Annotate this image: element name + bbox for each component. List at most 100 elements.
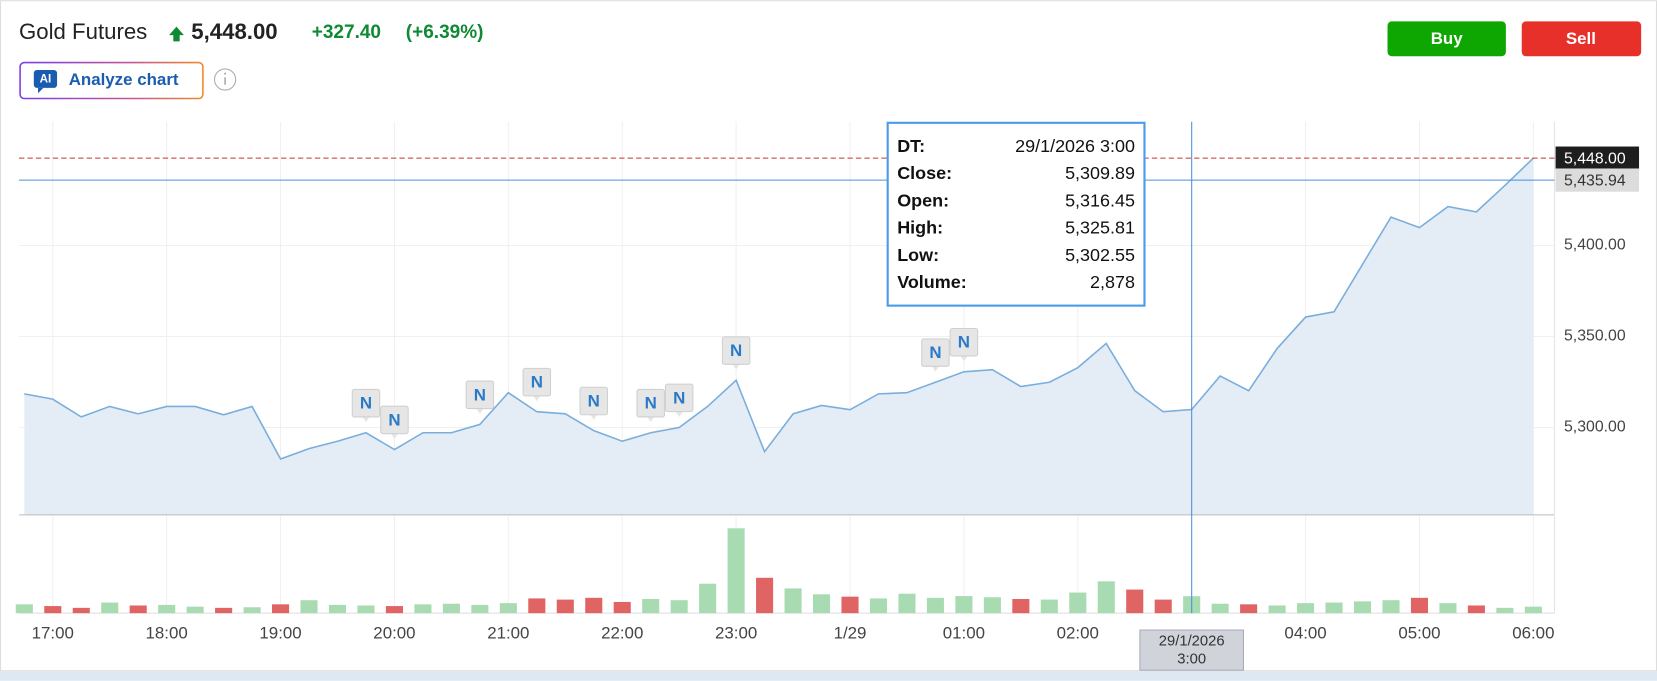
news-marker	[351, 388, 381, 418]
volume-bar	[1353, 601, 1372, 614]
volume-bar	[812, 594, 831, 614]
ai-icon-label: AI	[40, 73, 52, 86]
news-marker-label: N	[588, 392, 600, 411]
volume-bar	[1467, 605, 1485, 614]
x-tick-label: 17:00	[32, 624, 74, 643]
volume-bar	[841, 596, 859, 614]
y-tick-label: 5,300.00	[1564, 419, 1626, 436]
volume-bar	[328, 604, 347, 614]
volume-bar	[642, 599, 660, 614]
volume-bar	[869, 598, 888, 614]
volume-bar	[471, 604, 489, 614]
volume-bar	[1069, 592, 1087, 614]
buy-button[interactable]	[1387, 21, 1506, 57]
analyze-button[interactable]	[19, 61, 204, 100]
ai-icon	[33, 69, 58, 88]
x-tick-label: 02:00	[1057, 624, 1099, 643]
news-marker-label: N	[388, 410, 400, 429]
volume-bar	[186, 606, 204, 614]
news-marker	[465, 380, 495, 410]
y-tick-label: 5,400.00	[1564, 237, 1626, 254]
volume-bar	[1126, 589, 1144, 614]
news-marker	[522, 367, 552, 397]
volume-bar	[756, 577, 774, 614]
crosshair-time-label: 3:00	[1177, 652, 1206, 668]
news-marker	[579, 386, 609, 416]
price-change: +327.40	[312, 22, 381, 43]
volume-bar	[215, 607, 233, 614]
price-line	[24, 157, 1534, 460]
volume-bar	[585, 597, 603, 614]
news-marker	[921, 338, 950, 367]
crosshair-price-label: 5,435.94	[1564, 172, 1626, 189]
plot: 5,300.00 5,350.00 5,400.00 17:00 18:00 19:00 2…	[15, 121, 1640, 671]
news-marker	[380, 405, 409, 435]
x-tick-label: 20:00	[373, 624, 415, 643]
volume-bar	[1439, 603, 1457, 614]
bottom-strip	[0, 671, 1657, 681]
volume-bar	[1410, 597, 1429, 614]
volume-bar	[898, 593, 916, 614]
volume-bar	[528, 598, 546, 614]
volume-bar	[44, 606, 62, 614]
volume-bar	[1524, 606, 1542, 614]
tooltip-key: High:	[897, 218, 943, 238]
news-marker	[636, 388, 665, 418]
volume-bar	[1268, 605, 1286, 614]
tooltip-key: Volume:	[897, 272, 967, 292]
buy-label[interactable]: Buy	[1431, 29, 1464, 48]
last-price-tag	[1555, 146, 1640, 170]
volume-bar	[158, 604, 176, 614]
volume-bar	[499, 603, 517, 614]
x-tick-label: 06:00	[1512, 624, 1554, 643]
crosshair-time-tag	[1139, 629, 1244, 671]
info-icon[interactable]	[213, 68, 237, 91]
volume-bar	[1154, 599, 1172, 614]
news-marker-label: N	[360, 394, 372, 413]
volume-bar	[357, 605, 375, 614]
tooltip-key: Close:	[897, 163, 952, 183]
x-tick-label: 18:00	[146, 624, 188, 643]
tooltip-key: Low:	[897, 245, 939, 265]
volume-bar	[699, 583, 717, 614]
x-tick-label: 19:00	[259, 624, 301, 643]
volume-bar	[1097, 581, 1115, 614]
volume-bar	[72, 607, 90, 614]
volume-bar	[1496, 607, 1514, 614]
tooltip-value: 5,309.89	[1065, 163, 1135, 183]
volume-bar	[1012, 599, 1030, 614]
volume-bar	[1211, 603, 1229, 614]
news-marker-label: N	[474, 385, 486, 404]
last-price: 5,448.00	[191, 19, 277, 44]
ai-icon-tail	[38, 87, 44, 94]
x-tick-label: 1/29	[834, 624, 867, 643]
volume-bar	[727, 528, 745, 614]
volume-bar	[1297, 603, 1315, 614]
volume-bar	[101, 602, 119, 614]
volume-bar	[272, 604, 290, 614]
news-marker-label: N	[673, 388, 685, 407]
sell-button[interactable]	[1521, 21, 1642, 57]
news-marker-label: N	[645, 394, 657, 413]
price-change-pct: (+6.39%)	[406, 22, 484, 43]
instrument-title: Gold Futures	[19, 19, 147, 44]
volume-bar	[15, 604, 33, 614]
tooltip-value: 5,325.81	[1065, 218, 1135, 238]
news-marker	[949, 327, 979, 357]
volume-bar	[784, 588, 802, 614]
x-tick-label: 23:00	[715, 624, 757, 643]
x-tick-label: 01:00	[943, 624, 985, 643]
volume-bar	[556, 599, 574, 614]
analyze-label[interactable]: Analyze chart	[69, 70, 179, 89]
volume-bar	[129, 605, 147, 614]
volume-bar	[300, 600, 318, 614]
y-tick-label: 5,350.00	[1564, 328, 1626, 345]
volume-bar	[442, 603, 460, 614]
news-marker-label: N	[531, 373, 543, 392]
x-tick-label: 04:00	[1284, 624, 1326, 643]
tooltip-value: 2,878	[1090, 272, 1135, 292]
sell-label[interactable]: Sell	[1566, 29, 1596, 48]
news-marker-label: N	[929, 343, 941, 362]
